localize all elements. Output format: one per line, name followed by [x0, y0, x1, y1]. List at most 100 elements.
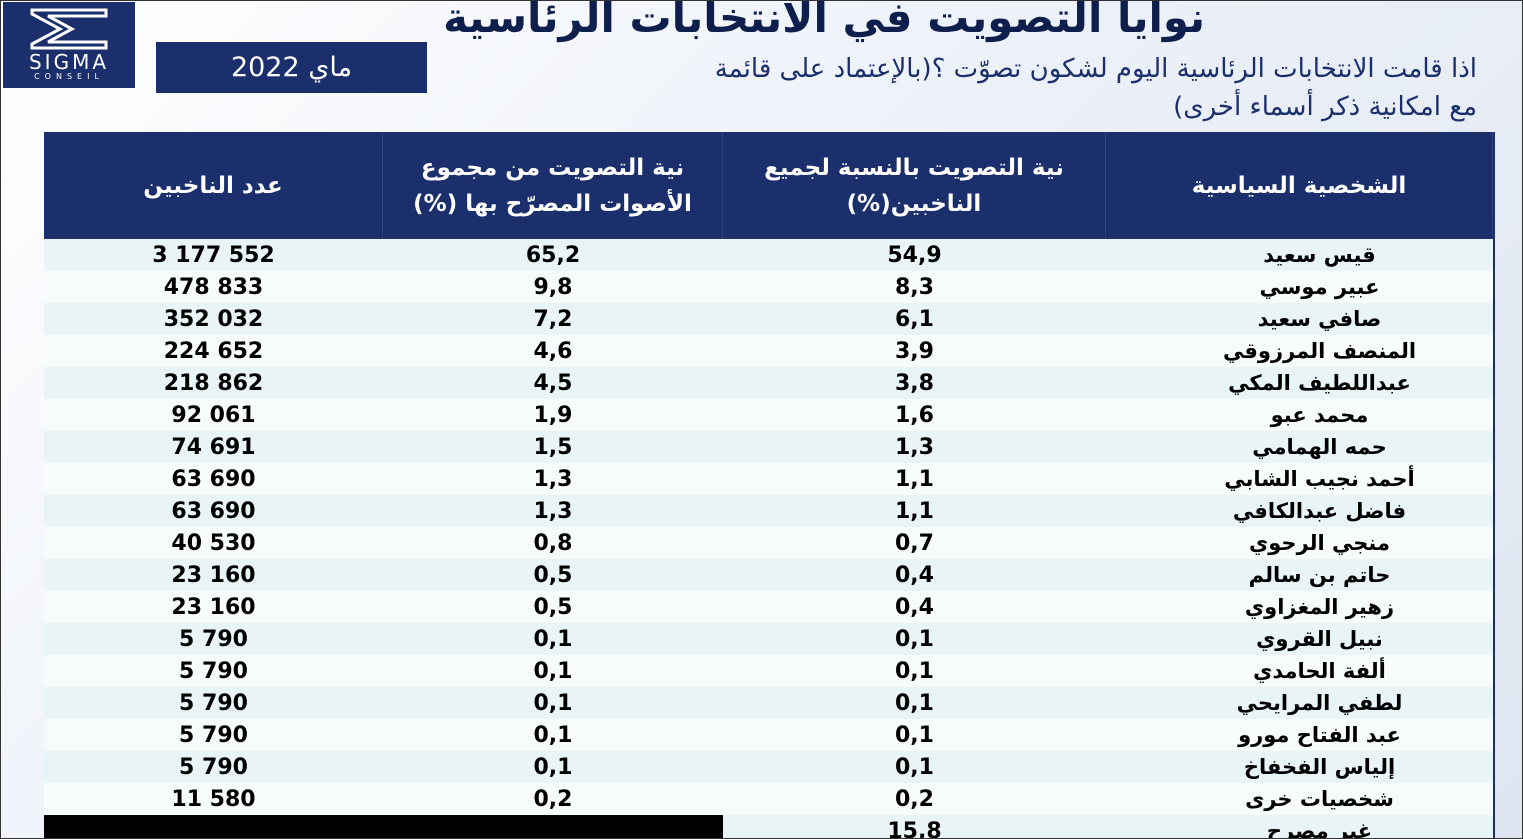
- all-voters-percent: 0,1: [895, 626, 934, 652]
- candidate-name: عبداللطيف المكي: [1228, 371, 1411, 395]
- candidate-name: فاضل عبدالكافي: [1232, 499, 1407, 523]
- date-label: ماي 2022: [156, 42, 427, 93]
- all-voters-percent: 1,6: [895, 402, 934, 428]
- table-row: منجي الرحوي 0,7 0,8 40 530: [44, 527, 1493, 559]
- candidate-name: عبد الفتاح مورو: [1238, 723, 1401, 747]
- voters-count: 63 690: [171, 466, 256, 492]
- header-expressed: نية التصويت من مجموع الأصوات المصرّح بها…: [383, 132, 723, 239]
- voters-count: 5 790: [179, 754, 248, 780]
- all-voters-percent: 3,9: [895, 338, 934, 364]
- table-row: قيس سعيد 54,9 65,2 3 177 552: [44, 239, 1493, 271]
- table-row: المنصف المرزوقي 3,9 4,6 224 652: [44, 335, 1493, 367]
- all-voters-percent: 0,4: [895, 562, 934, 588]
- all-voters-percent: 6,1: [895, 306, 934, 332]
- expressed-percent: 0,8: [533, 530, 573, 556]
- expressed-percent: 0,5: [533, 594, 573, 620]
- expressed-percent: 7,2: [533, 306, 573, 332]
- table-row: صافي سعيد 6,1 7,2 352 032: [44, 303, 1493, 335]
- voters-count: 23 160: [171, 594, 256, 620]
- candidate-name: صافي سعيد: [1257, 307, 1382, 331]
- candidate-name: المنصف المرزوقي: [1222, 339, 1417, 363]
- voters-count: 5 790: [179, 690, 248, 716]
- table-row: حمه الهمامي 1,3 1,5 74 691: [44, 431, 1493, 463]
- all-voters-percent: 0,1: [895, 658, 934, 684]
- all-voters-percent: 0,7: [895, 530, 934, 556]
- voters-count: 224 652: [163, 338, 264, 364]
- candidate-name: زهير المغزاوي: [1244, 595, 1395, 619]
- candidate-name: عبير موسي: [1259, 275, 1380, 299]
- table-body: قيس سعيد 54,9 65,2 3 177 552 عبير موسي 8,3 9,8…: [44, 239, 1493, 839]
- table-row: عبد الفتاح مورو 0,1 0,1 5 790: [44, 719, 1493, 751]
- table-row: أحمد نجيب الشابي 1,1 1,3 63 690: [44, 463, 1493, 495]
- candidate-name: لطفي المرايحي: [1236, 691, 1403, 715]
- candidate-name: غير مصرح: [1266, 819, 1373, 839]
- voters-count: 23 160: [171, 562, 256, 588]
- table-row: حاتم بن سالم 0,4 0,5 23 160: [44, 559, 1493, 591]
- all-voters-percent: 1,1: [895, 498, 934, 524]
- expressed-percent: 0,5: [533, 562, 573, 588]
- expressed-percent: 0,1: [533, 658, 573, 684]
- expressed-percent: 4,5: [533, 370, 573, 396]
- expressed-percent: 0,1: [533, 722, 573, 748]
- table-row: غير مصرح 15,8: [44, 815, 1493, 839]
- table-row: لطفي المرايحي 0,1 0,1 5 790: [44, 687, 1493, 719]
- expressed-percent: 0,1: [533, 690, 573, 716]
- all-voters-percent: 3,8: [895, 370, 934, 396]
- table-row: ألفة الحامدي 0,1 0,1 5 790: [44, 655, 1493, 687]
- survey-question: اذا قامت الانتخابات الرئاسية اليوم لشكون…: [577, 50, 1477, 126]
- table-row: شخصيات خرى 0,2 0,2 11 580: [44, 783, 1493, 815]
- all-voters-percent: 1,1: [895, 466, 934, 492]
- voters-count: 5 790: [179, 722, 248, 748]
- table-row: زهير المغزاوي 0,4 0,5 23 160: [44, 591, 1493, 623]
- question-line-1: اذا قامت الانتخابات الرئاسية اليوم لشكون…: [714, 54, 1477, 84]
- voters-count: 352 032: [163, 306, 264, 332]
- expressed-percent: 0,1: [533, 626, 573, 652]
- candidate-name: منجي الرحوي: [1249, 531, 1390, 555]
- all-voters-percent: 8,3: [895, 274, 934, 300]
- expressed-percent: 1,3: [533, 466, 573, 492]
- all-voters-percent: 1,3: [895, 434, 934, 460]
- all-voters-percent: 0,1: [895, 690, 934, 716]
- voters-count: 3 177 552: [152, 242, 275, 268]
- expressed-percent: 4,6: [533, 338, 573, 364]
- voters-count: 74 691: [171, 434, 256, 460]
- all-voters-percent: 0,1: [895, 722, 934, 748]
- header-all-voters: نية التصويت بالنسبة لجميع الناخبين(%): [723, 132, 1106, 239]
- voters-count: 11 580: [171, 786, 256, 812]
- table-header: الشخصية السياسية نية التصويت بالنسبة لجم…: [44, 132, 1493, 239]
- page-title: نوايا التصويت في الانتخابات الرئاسية: [443, 0, 1205, 42]
- candidate-name: قيس سعيد: [1263, 243, 1376, 267]
- all-voters-percent: 0,4: [895, 594, 934, 620]
- voters-count: 5 790: [179, 658, 248, 684]
- candidate-name: حاتم بن سالم: [1248, 563, 1391, 587]
- all-voters-percent: 0,2: [895, 786, 934, 812]
- all-voters-percent: 0,1: [895, 754, 934, 780]
- table-row: إلياس الفخفاخ 0,1 0,1 5 790: [44, 751, 1493, 783]
- voters-count: 63 690: [171, 498, 256, 524]
- sigma-symbol-icon: [30, 8, 108, 50]
- candidate-name: حمه الهمامي: [1252, 435, 1387, 459]
- voters-count: 218 862: [163, 370, 264, 396]
- candidate-name: شخصيات خرى: [1245, 787, 1394, 811]
- expressed-percent: 9,8: [533, 274, 573, 300]
- logo-word: SIGMA: [28, 50, 110, 74]
- table-row: عبير موسي 8,3 9,8 478 833: [44, 271, 1493, 303]
- table-row: محمد عبو 1,6 1,9 92 061: [44, 399, 1493, 431]
- expressed-percent: 1,3: [533, 498, 573, 524]
- expressed-percent: 0,1: [533, 754, 573, 780]
- candidate-name: إلياس الفخفاخ: [1243, 755, 1396, 779]
- logo-subtitle: CONSEIL: [34, 72, 104, 81]
- results-table: الشخصية السياسية نية التصويت بالنسبة لجم…: [44, 132, 1495, 839]
- sigma-logo: SIGMA CONSEIL: [3, 2, 135, 88]
- header-person: الشخصية السياسية: [1106, 132, 1493, 239]
- table-row: فاضل عبدالكافي 1,1 1,3 63 690: [44, 495, 1493, 527]
- voters-count: 40 530: [171, 530, 256, 556]
- candidate-name: محمد عبو: [1270, 403, 1369, 427]
- expressed-percent: 1,5: [533, 434, 573, 460]
- candidate-name: نبيل القروي: [1256, 627, 1383, 651]
- all-voters-percent: 54,9: [887, 242, 942, 268]
- expressed-percent: 65,2: [525, 242, 581, 268]
- candidate-name: ألفة الحامدي: [1253, 659, 1386, 683]
- voters-count: 92 061: [171, 402, 256, 428]
- voters-count: [44, 815, 383, 839]
